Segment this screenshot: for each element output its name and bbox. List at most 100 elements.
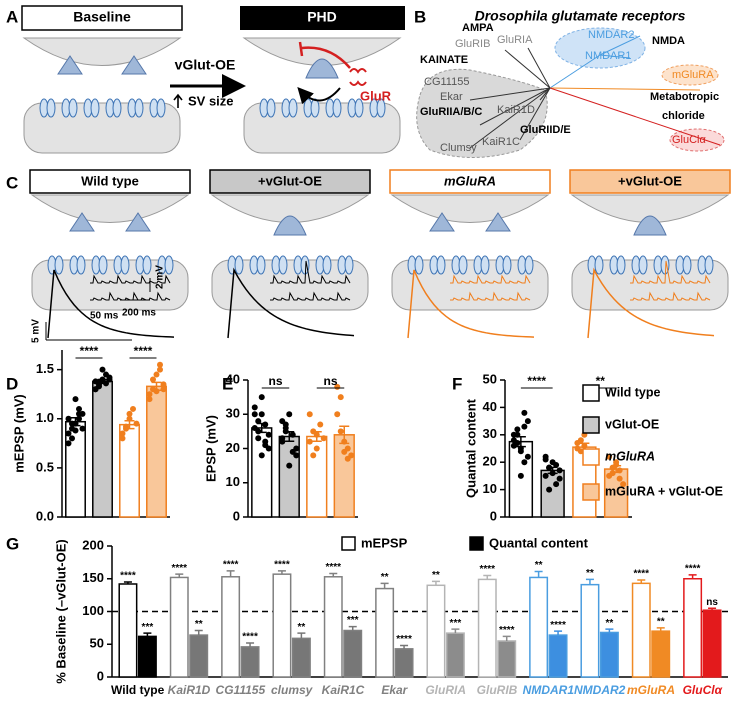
bar: [529, 576, 549, 678]
bar: [146, 385, 167, 518]
epsp-trace: [587, 267, 715, 339]
data-point: [65, 415, 72, 422]
data-point: [517, 472, 524, 479]
error-bar: [277, 570, 286, 575]
data-point: [616, 475, 623, 482]
y-tick-label: 30: [226, 406, 240, 421]
bar: [343, 629, 363, 678]
error-bar: [175, 573, 184, 578]
data-point: [126, 410, 133, 417]
tree-branch: [539, 87, 551, 101]
receptor: [344, 255, 354, 275]
significance-label: ****: [499, 625, 515, 636]
error-bar: [515, 435, 526, 448]
significance-label: ****: [274, 560, 290, 571]
data-point: [279, 438, 286, 445]
scale-bar: [120, 278, 151, 301]
condition-title: +vGlut-OE: [618, 173, 682, 188]
significance-label: ****: [325, 562, 341, 573]
data-point: [153, 371, 160, 378]
significance-label: **: [195, 619, 203, 630]
error-bar: [502, 635, 511, 641]
y-tick-label: 10: [226, 474, 240, 489]
receptor: [54, 255, 64, 275]
receptor: [332, 98, 342, 118]
error-bar: [151, 381, 162, 392]
feedback: [297, 87, 341, 105]
data-point: [150, 376, 156, 383]
receptor-label: Metabotropic: [650, 91, 719, 103]
data-point: [317, 421, 324, 428]
significance-label: ****: [80, 344, 99, 358]
receptor: [120, 255, 130, 275]
error-bar: [348, 625, 357, 631]
condition-box: [21, 5, 183, 31]
y-tick-label: 50: [90, 636, 104, 651]
y-tick-label: 100: [82, 603, 104, 618]
bar: [702, 609, 722, 678]
error-bar: [656, 627, 665, 632]
error-bar: [329, 572, 338, 577]
tree-branch: [469, 87, 551, 149]
data-point: [310, 452, 317, 459]
data-point: [510, 442, 517, 449]
data-point: [160, 381, 167, 388]
legend-label: Wild type: [605, 385, 660, 399]
bar: [221, 576, 241, 678]
receptor: [322, 255, 332, 275]
y-tick-label: 10: [483, 481, 497, 496]
scale-label: 50 ms: [90, 311, 119, 322]
condition-title: mGluRA: [444, 173, 496, 188]
epsp-trace: [47, 269, 175, 339]
data-point: [255, 435, 262, 442]
data-point: [337, 394, 344, 401]
arrow-label: vGlut-OE: [175, 57, 236, 73]
data-point: [574, 440, 581, 447]
receptor-label: KaiR1C: [482, 136, 520, 148]
data-point: [553, 461, 560, 468]
data-point: [286, 411, 293, 418]
significance-label: ***: [142, 622, 154, 633]
data-point: [606, 453, 613, 460]
mglura-cluster: [661, 64, 719, 86]
nmda-cluster: [554, 27, 646, 69]
significance-label: ***: [347, 615, 359, 626]
bar: [251, 427, 273, 518]
data-point: [546, 486, 553, 493]
x-tick-label: Wild type: [111, 683, 165, 697]
significance-label: ****: [685, 563, 701, 574]
y-tick-label: 150: [82, 570, 104, 585]
legend-label: mGluRA + vGlut-OE: [605, 484, 723, 498]
legend-swatch: [341, 536, 356, 551]
data-point: [99, 366, 106, 373]
error-bar: [246, 642, 255, 647]
scale-label: 5 mV: [31, 319, 42, 343]
data-point: [521, 459, 528, 466]
x-tick-label: KaiR1C: [322, 683, 365, 697]
legend-label: vGlut-OE: [605, 417, 659, 431]
data-point: [553, 481, 560, 488]
significance-label: ****: [527, 374, 546, 388]
error-bar: [70, 417, 81, 427]
bar: [426, 584, 446, 678]
receptor-label: GluClα: [672, 134, 707, 146]
tree-branch: [549, 87, 721, 146]
y-tick-label: 200: [82, 537, 104, 552]
data-point: [76, 405, 82, 412]
significance-label: **: [596, 374, 606, 388]
data-point: [524, 418, 531, 425]
data-point: [337, 428, 344, 435]
data-point: [341, 448, 348, 455]
receptor: [142, 255, 152, 275]
tree-branch: [519, 87, 551, 141]
legend-swatch: [582, 483, 600, 501]
panel-letter: C: [6, 173, 18, 192]
data-point: [262, 421, 269, 428]
receptor-label: mGluRA: [672, 69, 714, 81]
presynaptic-terminal: [22, 37, 182, 66]
data-point: [72, 396, 79, 403]
data-point: [556, 475, 563, 482]
scale-label: 2 mV: [155, 265, 166, 289]
data-point: [106, 376, 113, 383]
receptor-label: AMPA: [462, 22, 494, 34]
